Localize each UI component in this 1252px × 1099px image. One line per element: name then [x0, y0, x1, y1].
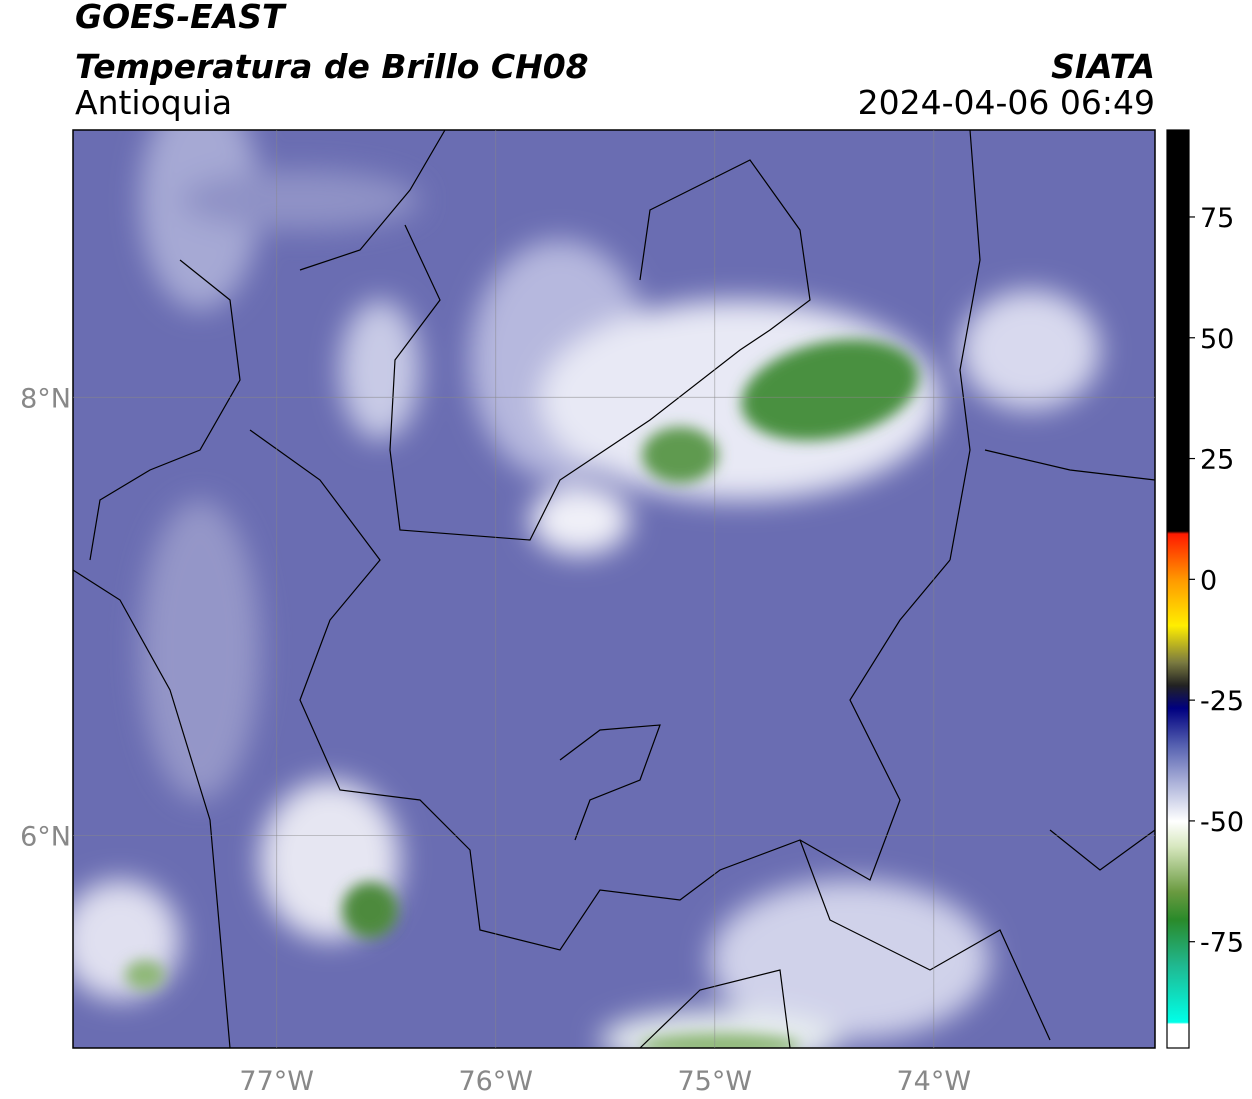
x-tick-label: 76°W: [458, 1066, 533, 1097]
colorbar-tick-label: 25: [1200, 445, 1234, 476]
colorbar: [1166, 129, 1190, 1049]
y-tick-label: 8°N: [20, 383, 71, 414]
x-tick-label: 75°W: [677, 1066, 752, 1097]
subtitle: Temperatura de Brillo CH08: [75, 47, 589, 86]
colorbar-tick-label: 75: [1200, 203, 1234, 234]
colorbar-tick-label: -75: [1200, 928, 1244, 959]
map-frame: [72, 129, 1156, 1049]
y-tick-label: 6°N: [20, 821, 71, 852]
colorbar-tick-label: 0: [1200, 565, 1217, 596]
region: Antioquia: [75, 83, 232, 122]
x-tick-label: 77°W: [239, 1066, 314, 1097]
title: GOES-EAST: [75, 0, 287, 36]
colorbar-tick-label: 50: [1200, 324, 1234, 355]
source: SIATA: [1051, 47, 1155, 86]
colorbar-tick-label: -50: [1200, 807, 1244, 838]
colorbar-tick-label: -25: [1200, 686, 1244, 717]
x-tick-label: 74°W: [897, 1066, 972, 1097]
datetime: 2024-04-06 06:49: [858, 83, 1155, 122]
map-image: [73, 130, 1155, 1048]
